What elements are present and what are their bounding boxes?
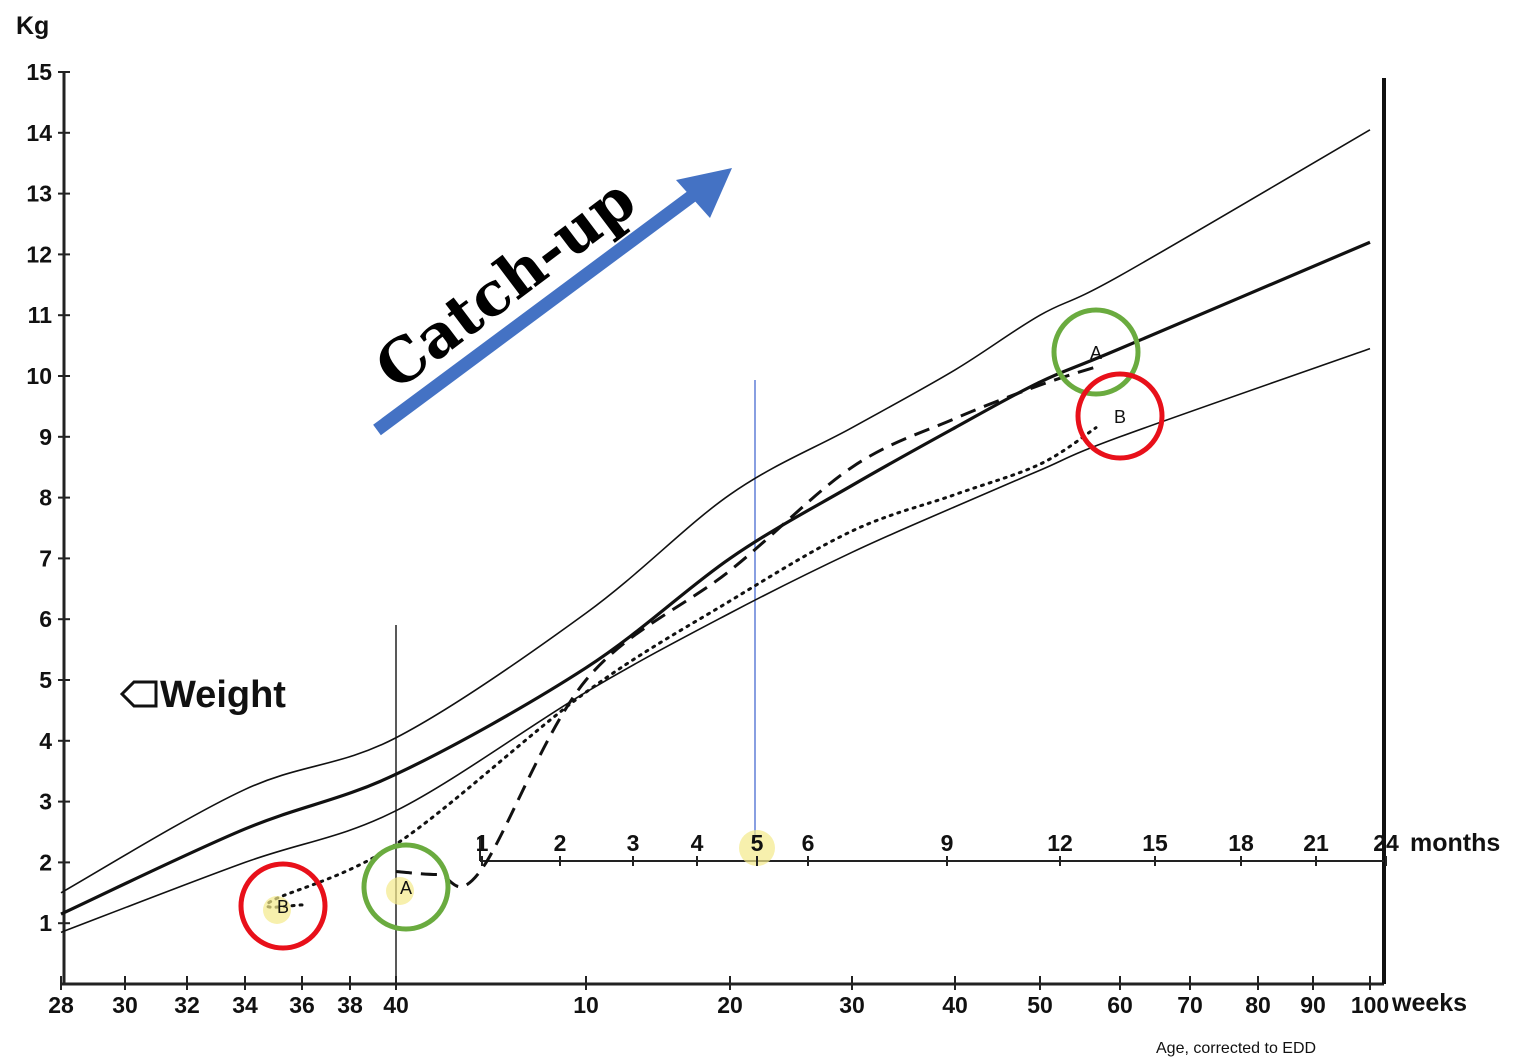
y-tick-label: 10 [26, 363, 52, 389]
y-tick-label: 2 [39, 849, 52, 875]
weight-label-group: Weight [119, 674, 286, 716]
x-tick-label-months: 12 [1047, 830, 1073, 856]
y-tick-label: 8 [39, 485, 52, 511]
month-highlight-marker [739, 830, 775, 866]
point-label-B: B [1114, 407, 1126, 427]
axes [60, 72, 1386, 986]
x-tick-label-months: 4 [691, 830, 704, 856]
y-tick-label: 14 [26, 120, 52, 146]
point-highlight [263, 896, 291, 924]
point-label-A: A [1090, 343, 1102, 363]
y-tick-label: 13 [26, 181, 52, 207]
y-tick-label: 6 [39, 606, 52, 632]
series-0-thin-line [60, 129, 1371, 894]
x-tick-label-weeks: 20 [717, 992, 743, 1018]
catchup-arrow-shaft [373, 190, 696, 436]
y-tick-label: 15 [26, 59, 52, 85]
x-tick-label-weeks: 50 [1027, 992, 1053, 1018]
growth-curves [60, 129, 1371, 934]
x-axis-weeks-label: weeks [1391, 989, 1467, 1017]
x-tick-label-months: 3 [627, 830, 640, 856]
x-tick-label-weeks: 80 [1245, 992, 1271, 1018]
y-tick-label: 12 [26, 241, 52, 267]
x-tick-label-weeks: 30 [839, 992, 865, 1018]
point-highlight [386, 877, 414, 905]
x-tick-label-months: 5 [751, 830, 764, 856]
x-tick-label-months: 2 [554, 830, 567, 856]
catchup-label: Catch-up [363, 165, 649, 404]
x-tick-label-months: 6 [802, 830, 815, 856]
catchup-arrow-head [676, 168, 732, 218]
y-axis-unit-label: Kg [16, 12, 49, 40]
x-axis-note: Age, corrected to EDD [1156, 1040, 1316, 1057]
x-tick-label-weeks: 40 [383, 992, 409, 1018]
x-tick-label-weeks: 28 [48, 992, 74, 1018]
y-tick-label: 5 [39, 667, 52, 693]
point-circle-A [1051, 307, 1141, 397]
series-2-thin-line [60, 347, 1371, 934]
x-axis-months-label: months [1410, 829, 1500, 857]
x-tick-label-weeks: 32 [174, 992, 200, 1018]
series-1-thick-line [60, 240, 1371, 916]
x-tick-label-weeks: 60 [1107, 992, 1133, 1018]
y-tick-label: 9 [39, 424, 52, 450]
x-tick-label-weeks: 90 [1300, 992, 1326, 1018]
x-tick-label-months: 15 [1142, 830, 1168, 856]
y-tick-label: 1 [39, 910, 52, 936]
y-tick-label: 7 [39, 545, 52, 571]
x-tick-label-weeks: 30 [112, 992, 138, 1018]
x-tick-label-weeks: 36 [289, 992, 315, 1018]
x-tick-label-weeks: 34 [232, 992, 258, 1018]
x-tick-label-weeks: 100 [1351, 992, 1389, 1018]
x-tick-label-weeks: 38 [337, 992, 363, 1018]
point-circle-B [238, 861, 328, 951]
weight-label: Weight [160, 674, 286, 716]
x-tick-label-weeks: 70 [1177, 992, 1203, 1018]
y-tick-label: 4 [39, 728, 52, 754]
point-circle-A [361, 842, 451, 932]
point-circle-B [1075, 371, 1165, 461]
x-tick-label-months: 24 [1373, 830, 1399, 856]
x-tick-label-months: 18 [1228, 830, 1254, 856]
point-label-B: B [277, 897, 289, 917]
x-tick-label-weeks: 10 [573, 992, 599, 1018]
y-tick-label: 3 [39, 789, 52, 815]
point-label-A: A [400, 878, 412, 898]
point-markers: A B A B [238, 307, 1165, 951]
catchup-annotation: Catch-up [363, 165, 732, 436]
weight-tag-icon [119, 680, 158, 708]
series-4-dotted-line [265, 426, 1098, 909]
x-tick-label-months: 1 [476, 830, 489, 856]
x-tick-label-months: 9 [941, 830, 954, 856]
series-3-dashed-line [395, 365, 1097, 889]
y-tick-label: 11 [28, 302, 53, 328]
x-tick-label-months: 21 [1303, 830, 1329, 856]
x-tick-label-weeks: 40 [942, 992, 968, 1018]
